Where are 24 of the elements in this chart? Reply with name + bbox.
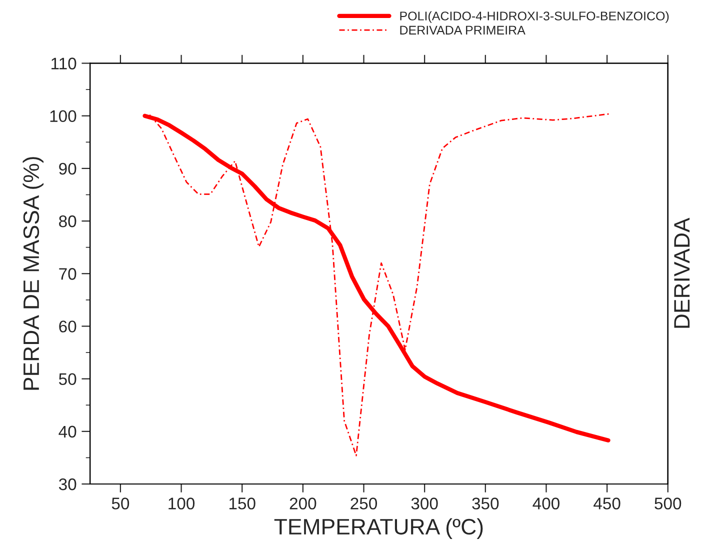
x-axis-title: TEMPERATURA (ºC): [274, 518, 483, 539]
y-axis-title: PERDA DE MASSA (%): [22, 157, 44, 390]
x-tick-label: 300: [411, 498, 438, 510]
x-tick-label: 100: [168, 498, 195, 510]
x-tick-label: 150: [229, 498, 256, 510]
x-tick-label: 500: [654, 498, 682, 510]
legend-label: POLI(ACIDO-4-HIDROXI-3-SULFO-BENZOICO): [400, 11, 669, 23]
y-tick-label: 40: [58, 426, 76, 438]
x-tick-label: 250: [350, 498, 378, 510]
y-tick-label: 110: [52, 58, 76, 70]
x-tick-label: 350: [472, 498, 499, 510]
y-tick-label: 60: [59, 320, 76, 332]
y-tick-label: 100: [50, 110, 76, 122]
y2-axis-title: DERIVADA: [674, 218, 690, 328]
y-tick-label: 70: [59, 268, 76, 280]
y-tick-label: 50: [58, 373, 76, 386]
legend-label: DERIVADA PRIMEIRA: [400, 26, 526, 34]
y-tick-label: 90: [59, 162, 76, 175]
y-tick-label: 30: [58, 478, 76, 490]
x-tick-label: 200: [290, 498, 316, 510]
x-tick-label: 50: [112, 498, 130, 510]
y-tick-label: 80: [59, 215, 76, 228]
x-tick-label: 450: [594, 498, 620, 510]
x-tick-label: 400: [532, 498, 560, 510]
